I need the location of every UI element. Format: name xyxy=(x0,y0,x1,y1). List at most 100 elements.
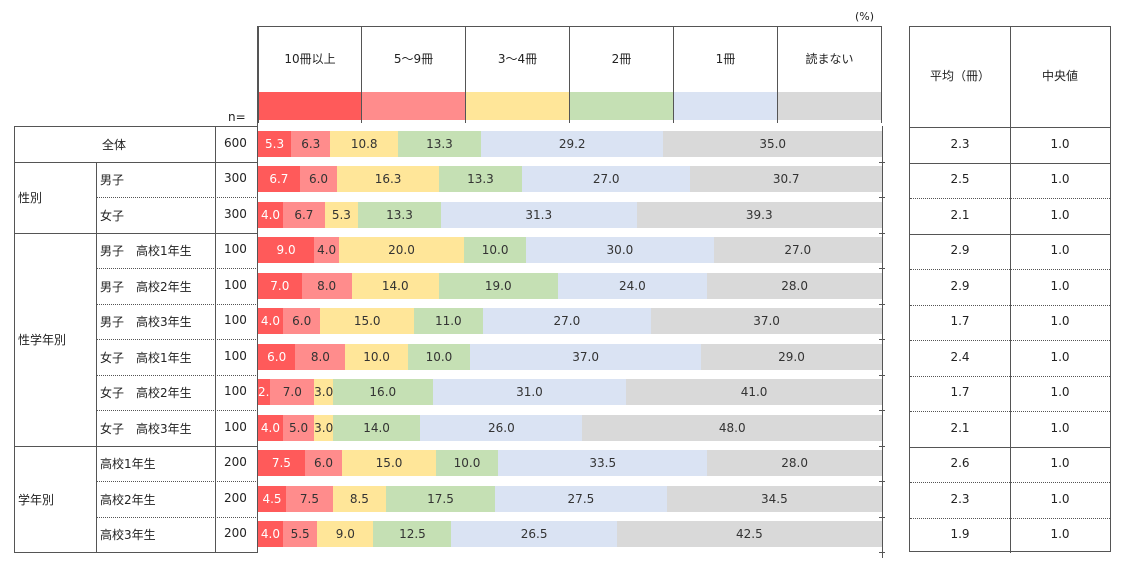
mean-value: 2.3 xyxy=(950,136,970,151)
median-value: 1.0 xyxy=(1050,385,1070,400)
bar-segment: 5.3 xyxy=(258,130,292,157)
bar-segment: 3.0 xyxy=(314,414,333,441)
axis-tick xyxy=(879,339,885,340)
row-label: 高校2年生 xyxy=(100,492,156,507)
row-separator xyxy=(96,481,258,482)
row-separator xyxy=(96,339,258,340)
bar-segment: 8.0 xyxy=(295,343,346,370)
bar-segment: 7.5 xyxy=(286,485,333,512)
bar-segment: 9.0 xyxy=(258,237,315,264)
bar-segment: 19.0 xyxy=(438,272,558,299)
bar-segment: 27.0 xyxy=(713,237,882,264)
bar-segment: 4.0 xyxy=(258,201,283,228)
bar-segment: 8.5 xyxy=(332,485,386,512)
legend-swatch xyxy=(466,92,569,120)
row-n-value: 300 xyxy=(224,206,247,221)
row-label: 女子 高校1年生 xyxy=(100,350,192,365)
row-n-value: 100 xyxy=(224,242,247,257)
bar-segment: 15.0 xyxy=(320,308,414,335)
stats-header-border xyxy=(910,127,1110,128)
axis-tick xyxy=(879,445,885,447)
bar-segment: 24.0 xyxy=(557,272,708,299)
row-label: 高校3年生 xyxy=(100,528,156,543)
bar-segment: 2.0 xyxy=(258,379,277,406)
bar-segment: 4.5 xyxy=(258,485,287,512)
bar-segment: 39.3 xyxy=(636,201,882,228)
median-value: 1.0 xyxy=(1050,420,1070,435)
row-n-value: 200 xyxy=(224,490,247,505)
bar-segment: 14.0 xyxy=(332,414,421,441)
bar-segment: 28.0 xyxy=(707,272,882,299)
bar-segment: 27.0 xyxy=(521,166,691,193)
unit-label: (%) xyxy=(855,10,875,23)
bar-segment: 17.5 xyxy=(385,485,496,512)
median-value: 1.0 xyxy=(1050,349,1070,364)
axis-tick xyxy=(879,268,885,269)
stats-row-separator xyxy=(910,269,1110,270)
bar-segment: 4.0 xyxy=(258,308,283,335)
stats-row-separator xyxy=(910,304,1110,306)
group-label: 性別 xyxy=(18,191,43,205)
row-n-value: 200 xyxy=(224,455,247,470)
bar-segment: 30.0 xyxy=(526,237,714,264)
bar-right-axis xyxy=(882,126,883,558)
legend-item: 10冊以上 xyxy=(258,26,362,123)
group-top-border xyxy=(14,445,258,447)
bar-segment: 5.0 xyxy=(282,414,315,441)
bar-segment: 42.5 xyxy=(616,521,882,548)
bar-segment: 20.0 xyxy=(339,237,464,264)
stat-header: 中央値 xyxy=(1041,69,1078,83)
row-label: 全体 xyxy=(102,137,127,152)
mean-value: 2.1 xyxy=(950,207,970,222)
median-value: 1.0 xyxy=(1050,491,1070,506)
mean-value: 1.7 xyxy=(950,314,970,329)
bar-segment: 6.3 xyxy=(291,130,331,157)
row-n-value: 300 xyxy=(224,171,247,186)
group-divider xyxy=(96,445,97,552)
bar-segment: 6.0 xyxy=(299,166,338,193)
stats-table: 平均（冊） 中央値 2.3 1.0 2.5 1.0 2.1 1.0 2.9 1.0 2.9 1.0 1.… xyxy=(909,26,1111,553)
bar-segment: 4.0 xyxy=(258,521,283,548)
n-header-divider xyxy=(257,26,258,126)
bar-segment: 7.0 xyxy=(270,379,315,406)
mean-value: 2.9 xyxy=(950,243,970,258)
stats-row-separator xyxy=(910,340,1110,341)
n-header: n= xyxy=(228,110,246,124)
row-n-value: 200 xyxy=(224,526,247,541)
row-label: 男子 高校3年生 xyxy=(100,315,192,330)
row-separator xyxy=(96,516,258,518)
bar-segment: 16.0 xyxy=(332,379,433,406)
mean-value: 2.6 xyxy=(950,456,970,471)
legend-swatch xyxy=(778,92,881,120)
legend-label: 10冊以上 xyxy=(284,52,336,66)
bar-segment: 13.3 xyxy=(397,130,481,157)
stats-row-separator xyxy=(910,233,1110,235)
bar-segment: 33.5 xyxy=(498,450,708,477)
bar-segment: 29.2 xyxy=(480,130,664,157)
row-separator xyxy=(96,374,258,376)
bar-segment: 10.0 xyxy=(345,343,408,370)
legend-label: 5～9冊 xyxy=(393,52,434,66)
row-separator xyxy=(96,303,258,305)
axis-tick xyxy=(879,303,885,305)
bar-segment: 4.0 xyxy=(314,237,340,264)
bar-segment: 28.0 xyxy=(707,450,882,477)
bar-segment: 30.7 xyxy=(690,166,882,193)
bar-segment: 9.0 xyxy=(317,521,374,548)
median-value: 1.0 xyxy=(1050,456,1070,471)
bar-segment: 37.0 xyxy=(651,308,882,335)
stats-row-separator xyxy=(910,375,1110,377)
row-label: 女子 高校3年生 xyxy=(100,421,192,436)
bar-segment: 27.0 xyxy=(482,308,652,335)
axis-tick xyxy=(879,161,885,163)
bar-segment: 48.0 xyxy=(582,414,882,441)
median-value: 1.0 xyxy=(1050,136,1070,151)
bar-segment: 4.0 xyxy=(258,414,283,441)
axis-tick xyxy=(879,232,885,234)
mean-value: 2.4 xyxy=(950,349,970,364)
row-label: 高校1年生 xyxy=(100,457,156,472)
median-value: 1.0 xyxy=(1050,243,1070,258)
legend-swatch xyxy=(570,92,673,120)
bar-segment: 14.0 xyxy=(351,272,439,299)
bar-segment: 6.7 xyxy=(258,166,300,193)
